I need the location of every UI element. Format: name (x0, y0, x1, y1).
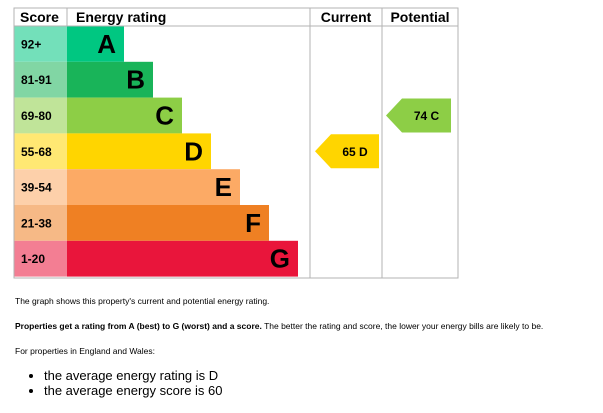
rating-explanation: Properties get a rating from A (best) to… (15, 321, 543, 332)
rating-letter-c: C (155, 101, 174, 131)
score-label-f: 21-38 (21, 216, 52, 230)
rating-bar-g (67, 240, 298, 277)
rating-bar-a (67, 26, 124, 62)
rating-bar-b (67, 61, 153, 98)
energy-rating-chart-svg: 92+ A 81-91 B 69-80 C 55-68 D 39-54 E 21-38 F 1-20 G S… (13, 7, 459, 279)
score-cell-f (14, 205, 67, 241)
average-rating-item: the average energy rating is D (44, 368, 223, 383)
score-cell-d (14, 133, 67, 170)
rating-letter-b: B (126, 65, 145, 95)
header-score: Score (20, 9, 59, 25)
score-label-e: 39-54 (21, 181, 52, 195)
chart-frame (13, 7, 459, 279)
rating-bar-d (67, 133, 211, 170)
score-label-a: 92+ (21, 37, 41, 51)
graph-description: The graph shows this property's current … (15, 296, 270, 306)
potential-rating-label: 74 C (414, 109, 440, 123)
score-cell-b (14, 61, 67, 98)
score-label-g: 1-20 (21, 252, 45, 266)
header-potential: Potential (390, 9, 449, 25)
potential-rating-arrow (386, 98, 451, 133)
region-note: For properties in England and Wales: (15, 346, 156, 356)
rating-bar-e (67, 169, 240, 205)
score-label-c: 69-80 (21, 109, 52, 123)
score-cell-e (14, 169, 67, 205)
rating-letter-a: A (97, 29, 116, 59)
rating-letter-d: D (184, 136, 203, 166)
rating-letter-e: E (215, 172, 232, 202)
rating-bar-c (67, 97, 182, 134)
rating-explanation-bold: Properties get a rating from A (best) to… (15, 321, 262, 331)
rating-explanation-rest: The better the rating and score, the low… (261, 321, 544, 331)
energy-rating-chart: 92+ A 81-91 B 69-80 C 55-68 D 39-54 E 21-38 F 1-20 G S… (13, 7, 459, 279)
score-label-d: 55-68 (21, 145, 52, 159)
rating-bar-f (67, 205, 269, 241)
rating-letter-g: G (270, 244, 290, 274)
header-current: Current (321, 9, 372, 25)
score-cell-g (14, 240, 67, 277)
header-energy-rating: Energy rating (76, 9, 166, 25)
current-rating-arrow (315, 134, 379, 169)
averages-list: the average energy rating is D the avera… (0, 368, 223, 398)
score-cell-c (14, 97, 67, 134)
rating-letter-f: F (245, 208, 261, 238)
score-label-b: 81-91 (21, 73, 52, 87)
current-rating-label: 65 D (342, 145, 368, 159)
average-score-item: the average energy score is 60 (44, 383, 223, 398)
score-cell-a (14, 26, 67, 62)
